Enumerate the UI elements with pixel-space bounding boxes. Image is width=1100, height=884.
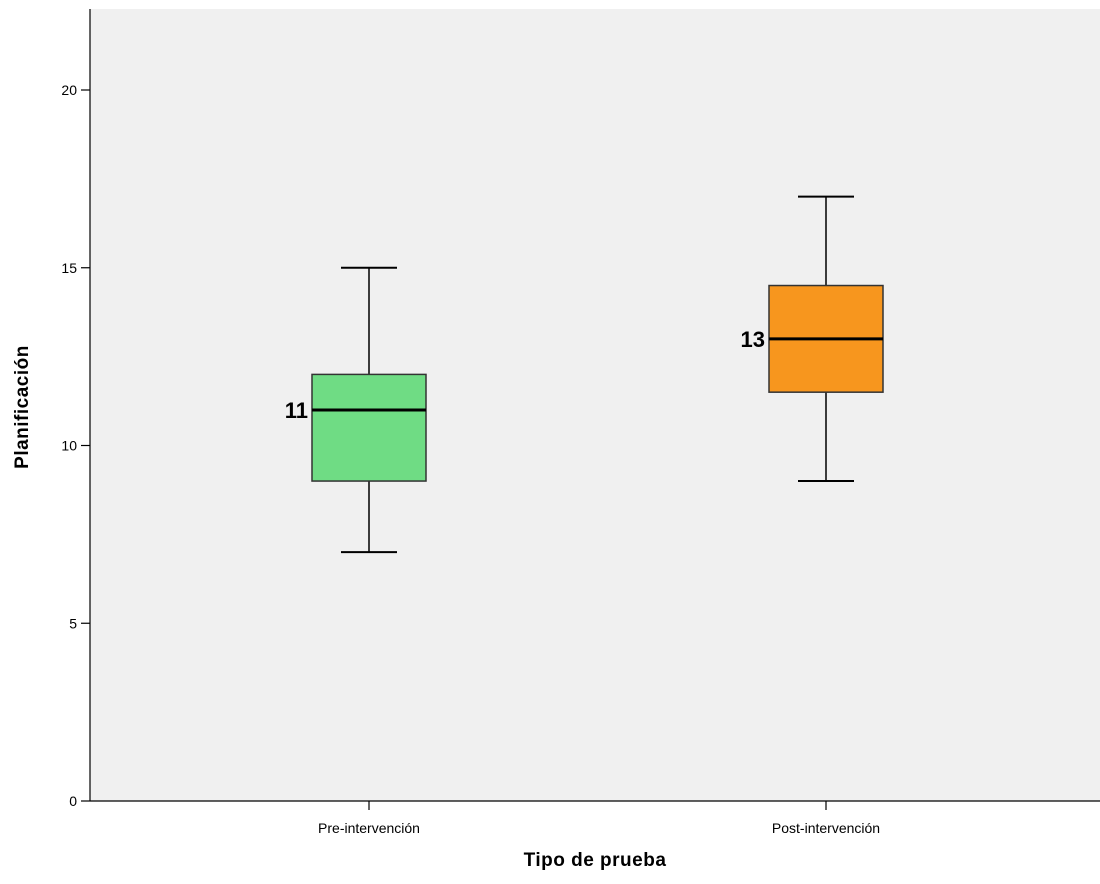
x-tick-label: Post-intervención — [772, 820, 880, 836]
y-tick-label: 0 — [69, 793, 77, 809]
median-label: 11 — [285, 398, 308, 423]
y-axis-title: Planificación — [12, 345, 33, 469]
x-axis-ticks: Pre-intervención Post-intervención — [318, 801, 880, 836]
boxes-layer: 11 13 — [285, 195, 884, 554]
y-tick-label: 15 — [61, 260, 77, 276]
y-tick-label: 20 — [61, 82, 77, 98]
x-axis-title: Tipo de prueba — [524, 850, 667, 871]
iqr-box — [311, 373, 427, 482]
box-post-intervencion: 13 — [741, 195, 884, 483]
x-tick-label: Pre-intervención — [318, 820, 420, 836]
box-pre-intervencion: 11 — [285, 266, 427, 554]
y-tick-label: 10 — [61, 438, 77, 454]
median-label: 13 — [741, 327, 765, 352]
plot-area — [90, 9, 1100, 801]
y-axis-ticks: 0 5 10 15 20 — [61, 82, 90, 809]
y-tick-label: 5 — [69, 615, 77, 631]
